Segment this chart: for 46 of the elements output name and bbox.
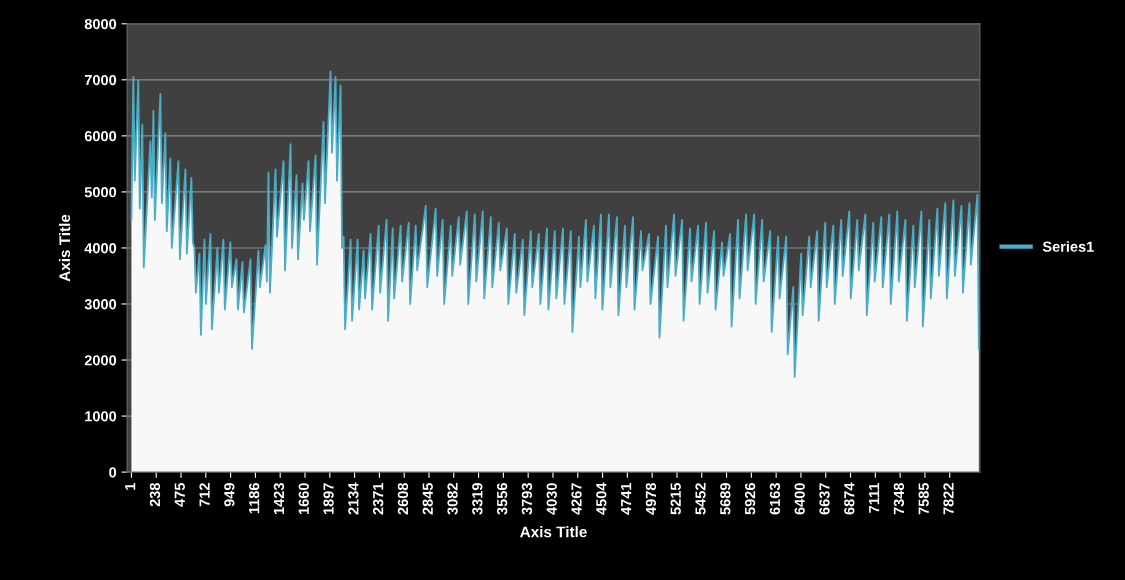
x-tick-label: 4030 — [546, 483, 557, 515]
x-tick-label: 5452 — [695, 483, 706, 515]
x-tick-label: 4267 — [571, 483, 582, 515]
x-tick-label: 238 — [149, 482, 161, 507]
x-tick-label: 2845 — [422, 482, 433, 515]
x-tick-label: 949 — [224, 483, 235, 507]
x-tick-label: 6637 — [819, 483, 830, 515]
y-tick-label: 3000 — [84, 299, 117, 310]
x-tick-label: 5689 — [720, 483, 731, 515]
x-tick-label: 475 — [174, 482, 185, 507]
y-tick-label: 2000 — [84, 355, 117, 366]
y-tick-label: 0 — [109, 467, 117, 478]
x-tick-label: 7585 — [918, 482, 929, 515]
x-tick-label: 7111 — [869, 482, 880, 513]
x-tick-label: 5215 — [670, 482, 681, 515]
x-tick-label: 3556 — [496, 483, 508, 515]
legend-label: Series1 — [1042, 241, 1094, 252]
x-tick-label: 4504 — [596, 482, 607, 515]
x-tick-label: 1186 — [248, 483, 260, 514]
x-tick-label: 712 — [199, 483, 210, 507]
x-axis-title: Axis Title — [520, 526, 587, 538]
x-tick-label: 2134 — [348, 482, 359, 515]
x-tick-label: 1 — [125, 482, 136, 490]
x-tick-label: 3793 — [521, 483, 533, 515]
x-tick-label: 6163 — [769, 483, 781, 515]
x-tick-label: 5926 — [744, 483, 756, 515]
x-tick-label: 3082 — [447, 483, 458, 515]
y-tick-label: 7000 — [84, 74, 117, 86]
x-tick-label: 6874 — [844, 482, 855, 515]
y-tick-label: 5000 — [84, 187, 117, 198]
y-tick-label: 8000 — [84, 18, 117, 30]
y-tick-label: 1000 — [85, 411, 117, 422]
y-axis-title: Axis Title — [58, 214, 71, 282]
y-tick-label: 4000 — [84, 243, 117, 254]
x-tick-label: 2608 — [397, 482, 409, 515]
x-tick-label: 1660 — [298, 483, 309, 515]
x-tick-label: 4978 — [645, 482, 657, 515]
x-tick-label: 3319 — [472, 483, 483, 515]
y-tick-label: 6000 — [84, 130, 117, 142]
x-tick-label: 7822 — [943, 483, 954, 515]
x-tick-label: 2371 — [372, 482, 384, 515]
x-tick-label: 7348 — [893, 482, 905, 515]
x-tick-label: 1897 — [323, 483, 334, 515]
x-tick-label: 1423 — [273, 483, 285, 515]
x-tick-label: 4741 — [621, 482, 632, 515]
x-tick-label: 6400 — [794, 483, 805, 515]
